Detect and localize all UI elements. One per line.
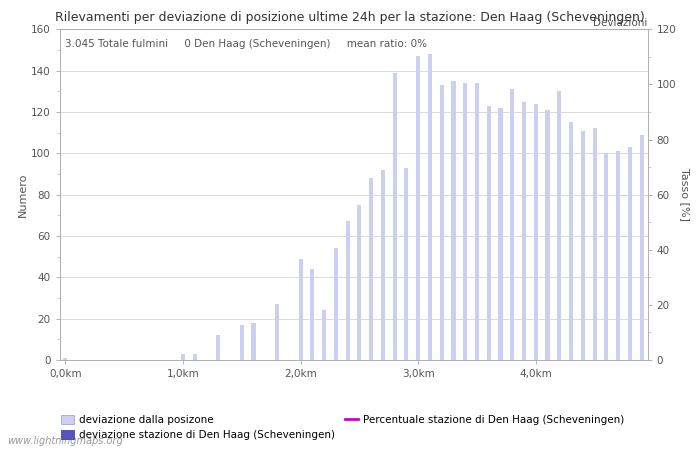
Bar <box>522 102 526 360</box>
Bar <box>475 83 479 360</box>
Bar <box>405 168 409 360</box>
Bar <box>569 122 573 360</box>
Bar <box>452 81 456 360</box>
Bar <box>334 248 338 360</box>
Bar <box>322 310 326 360</box>
Bar <box>63 358 67 360</box>
Legend: deviazione dalla posizone, deviazione stazione di Den Haag (Scheveningen), Perce: deviazione dalla posizone, deviazione st… <box>61 415 624 440</box>
Bar <box>310 269 314 360</box>
Bar <box>381 170 385 360</box>
Bar <box>616 151 620 360</box>
Bar <box>604 153 608 360</box>
Text: 3.045 Totale fulmini     0 Den Haag (Scheveningen)     mean ratio: 0%: 3.045 Totale fulmini 0 Den Haag (Scheven… <box>65 39 428 49</box>
Bar <box>251 323 256 360</box>
Y-axis label: Numero: Numero <box>18 172 28 217</box>
Bar <box>440 85 444 360</box>
Bar <box>533 104 538 360</box>
Bar <box>592 129 596 360</box>
Bar <box>463 83 468 360</box>
Bar <box>357 205 361 360</box>
Bar <box>216 335 221 360</box>
Bar <box>346 221 350 360</box>
Bar <box>640 135 644 360</box>
Bar <box>510 89 514 360</box>
Bar <box>428 54 432 360</box>
Text: Rilevamenti per deviazione di posizione ultime 24h per la stazione: Den Haag (Sc: Rilevamenti per deviazione di posizione … <box>55 11 645 24</box>
Bar <box>239 325 244 360</box>
Bar <box>193 354 197 360</box>
Bar <box>298 259 302 360</box>
Text: www.lightningmaps.org: www.lightningmaps.org <box>7 436 122 446</box>
Bar <box>181 354 185 360</box>
Bar <box>498 108 503 360</box>
Bar <box>393 72 397 360</box>
Y-axis label: Tasso [%]: Tasso [%] <box>680 168 690 221</box>
Bar <box>416 56 420 360</box>
Bar <box>545 110 550 360</box>
Bar <box>557 91 561 360</box>
Bar <box>486 106 491 360</box>
Bar <box>581 130 585 360</box>
Bar <box>628 147 632 360</box>
Bar <box>275 304 279 360</box>
Text: Deviazioni: Deviazioni <box>593 18 648 27</box>
Bar <box>369 178 373 360</box>
